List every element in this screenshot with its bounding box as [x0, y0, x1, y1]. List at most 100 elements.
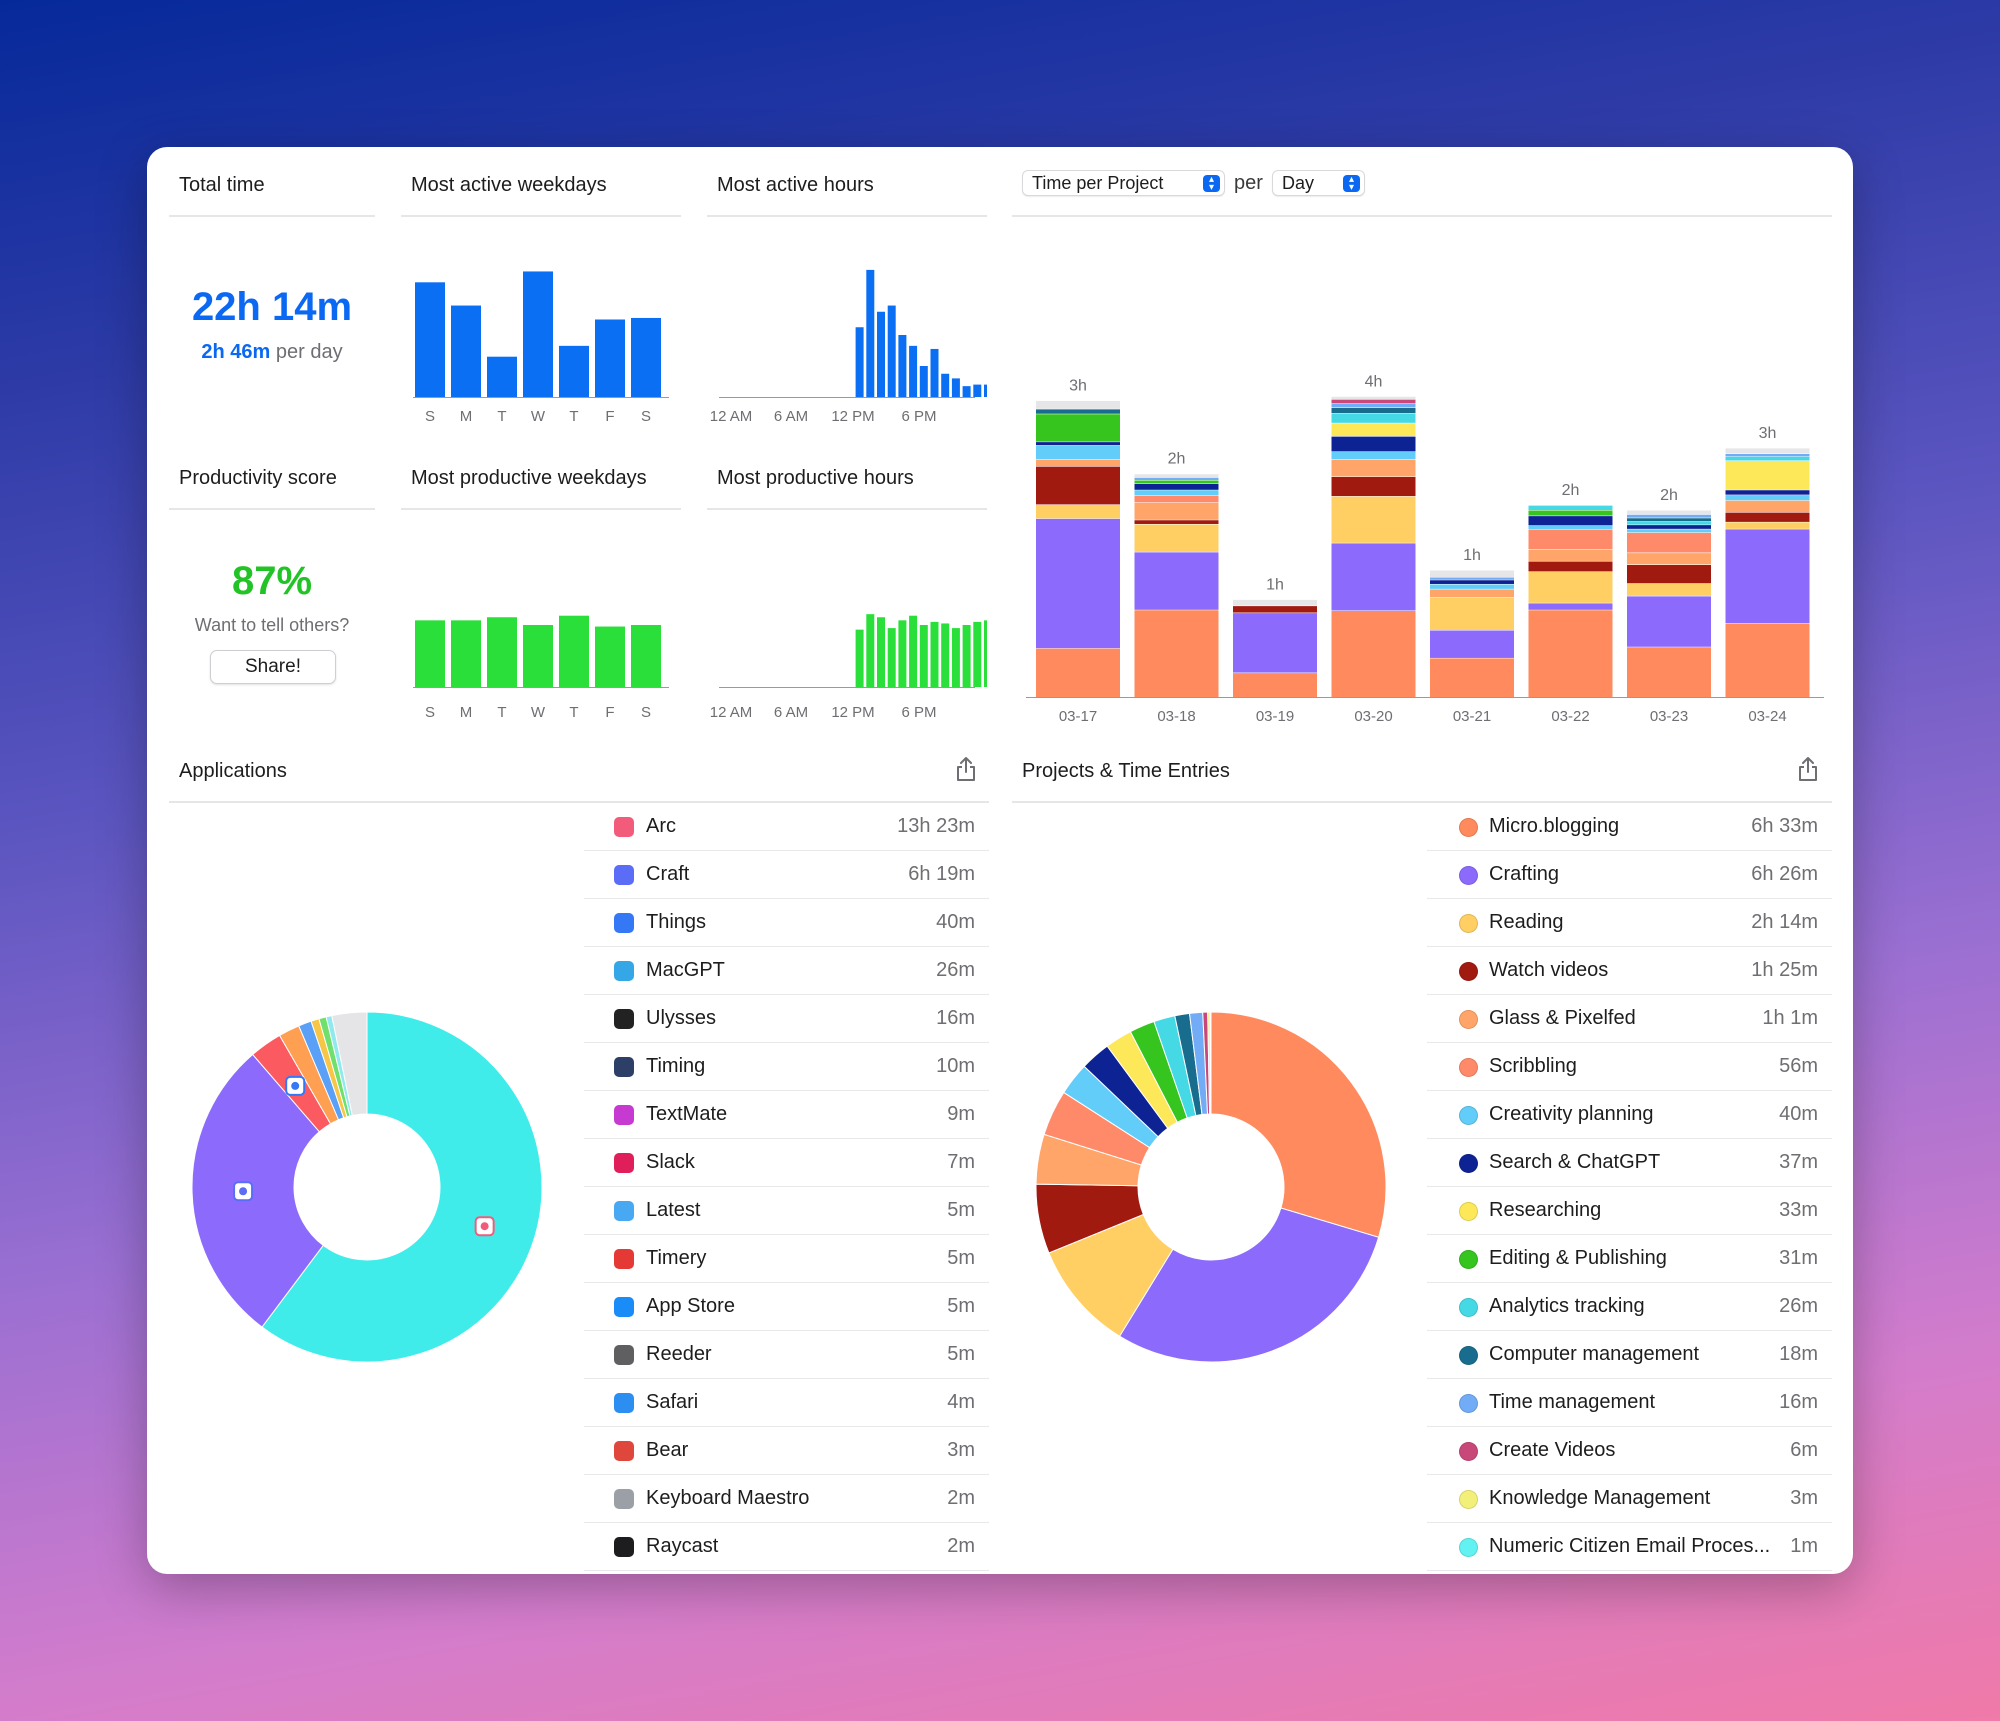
project-name: Analytics tracking	[1489, 1295, 1645, 1317]
duration: 2h 14m	[1751, 911, 1818, 933]
app-list-item[interactable]: MacGPT 26m	[584, 947, 989, 995]
weekday-bar	[559, 345, 589, 397]
app-name: Safari	[646, 1391, 699, 1413]
stacked-bar-segment	[1331, 399, 1416, 404]
weekday-label: T	[569, 704, 578, 721]
hour-bar	[930, 621, 939, 687]
applications-title: Applications	[169, 753, 989, 803]
stacked-bar-segment	[1725, 460, 1810, 490]
project-color-dot	[1459, 914, 1478, 933]
project-list-item[interactable]: Reading 2h 14m	[1427, 899, 1832, 947]
pie-slice[interactable]	[1209, 1011, 1212, 1115]
project-list-item[interactable]: Scribbling 56m	[1427, 1043, 1832, 1091]
app-list-item[interactable]: Keyboard Maestro 2m	[584, 1475, 989, 1523]
export-icon[interactable]	[1797, 756, 1819, 782]
app-list-item[interactable]: Bear 3m	[584, 1427, 989, 1475]
duration: 26m	[936, 959, 975, 981]
bar-total-label: 2h	[1562, 482, 1580, 499]
project-list-item[interactable]: Creativity planning 40m	[1427, 1091, 1832, 1139]
pie-slice[interactable]	[191, 1053, 324, 1328]
project-list-item[interactable]: Crafting 6h 26m	[1427, 851, 1832, 899]
project-list-item[interactable]: Knowledge Management 3m	[1427, 1475, 1832, 1523]
duration: 1h 25m	[1751, 959, 1818, 981]
weekday-bar	[559, 615, 589, 687]
share-prompt: Want to tell others?	[194, 615, 350, 635]
total-time-title: Total time	[169, 167, 375, 217]
export-icon[interactable]	[955, 756, 977, 782]
pie-slice[interactable]	[331, 1011, 368, 1117]
app-list-item[interactable]: Safari 4m	[584, 1379, 989, 1427]
app-name: MacGPT	[646, 959, 725, 981]
stacked-bar-segment	[1627, 517, 1711, 522]
stacked-bar-segment	[1331, 396, 1416, 400]
stacked-bar-segment	[1134, 480, 1219, 484]
app-name: Arc	[646, 815, 676, 837]
stacked-bar-segment	[1627, 524, 1711, 529]
project-list-item[interactable]: Researching 33m	[1427, 1187, 1832, 1235]
app-list-item[interactable]: Craft 6h 19m	[584, 851, 989, 899]
stacked-bar-segment	[1331, 403, 1416, 408]
pie-slice[interactable]	[1118, 1207, 1380, 1363]
project-list-item[interactable]: Create Videos 6m	[1427, 1427, 1832, 1475]
app-list-item[interactable]: Latest 5m	[584, 1187, 989, 1235]
weekday-bar	[415, 620, 445, 687]
project-list-item[interactable]: Computer management 18m	[1427, 1331, 1832, 1379]
app-list-item[interactable]: TextMate 9m	[584, 1091, 989, 1139]
app-list-item[interactable]: Things 40m	[584, 899, 989, 947]
project-color-dot	[1459, 962, 1478, 981]
hour-bar	[919, 625, 928, 687]
hour-bar	[951, 378, 960, 397]
dashboard-window: Total time Most active weekdays Most act…	[147, 147, 1853, 1574]
metric-picker-label: Time per Project	[1032, 173, 1164, 193]
stacked-bar-segment	[1725, 447, 1810, 454]
stacked-bar-segment	[1528, 609, 1613, 697]
project-list-item[interactable]: Analytics tracking 26m	[1427, 1283, 1832, 1331]
stacked-bar-segment	[1430, 630, 1514, 658]
duration: 6h 19m	[908, 863, 975, 885]
project-name: Knowledge Management	[1489, 1487, 1711, 1509]
share-button[interactable]: Share!	[210, 650, 336, 684]
app-name: Timery	[646, 1247, 707, 1269]
project-color-dot	[1459, 1538, 1478, 1557]
project-list-item[interactable]: Numeric Citizen Email Proces... 1m	[1427, 1523, 1832, 1571]
hour-bar	[962, 625, 971, 687]
project-list-item[interactable]: Watch videos 1h 25m	[1427, 947, 1832, 995]
chevron-updown-icon: ▴ ▾	[1343, 175, 1360, 193]
period-picker[interactable]: Day ▴ ▾	[1272, 170, 1365, 196]
app-list-item[interactable]: Timing 10m	[584, 1043, 989, 1091]
project-color-dot	[1459, 1202, 1478, 1221]
project-list-item[interactable]: Time management 16m	[1427, 1379, 1832, 1427]
hour-bar	[877, 311, 885, 397]
pie-slice[interactable]	[1210, 1011, 1387, 1238]
app-list-item[interactable]: Ulysses 16m	[584, 995, 989, 1043]
app-name: Slack	[646, 1151, 695, 1173]
app-list-item[interactable]: Reeder 5m	[584, 1331, 989, 1379]
app-list-item[interactable]: Arc 13h 23m	[584, 803, 989, 851]
bar-total-label: 3h	[1069, 377, 1087, 394]
stacked-bar-segment	[1036, 648, 1120, 697]
weekday-label: M	[460, 704, 473, 721]
per-day-suffix: per day	[270, 341, 343, 363]
hour-bar	[898, 335, 907, 397]
weekday-bar	[631, 317, 661, 397]
hour-bar	[887, 628, 896, 687]
metric-picker[interactable]: Time per Project ▴ ▾	[1022, 170, 1225, 196]
project-list-item[interactable]: Search & ChatGPT 37m	[1427, 1139, 1832, 1187]
project-list-item[interactable]: Micro.blogging 6h 33m	[1427, 803, 1832, 851]
duration: 40m	[936, 911, 975, 933]
app-list-item[interactable]: Timery 5m	[584, 1235, 989, 1283]
project-list-item[interactable]: Glass & Pixelfed 1h 1m	[1427, 995, 1832, 1043]
weekday-label: M	[460, 408, 473, 425]
duration: 6h 33m	[1751, 815, 1818, 837]
project-list-item[interactable]: Editing & Publishing 31m	[1427, 1235, 1832, 1283]
stacked-bar-segment	[1331, 542, 1416, 611]
hour-bar	[887, 305, 896, 397]
stacked-bar-segment	[1725, 512, 1810, 522]
project-color-dot	[1459, 1106, 1478, 1125]
app-list-item[interactable]: Raycast 2m	[584, 1523, 989, 1571]
app-list-item[interactable]: App Store 5m	[584, 1283, 989, 1331]
pie-slice[interactable]	[261, 1011, 543, 1363]
stacked-bar-segment	[1331, 436, 1416, 452]
app-list-item[interactable]: Slack 7m	[584, 1139, 989, 1187]
stacked-bar-segment	[1627, 528, 1711, 533]
